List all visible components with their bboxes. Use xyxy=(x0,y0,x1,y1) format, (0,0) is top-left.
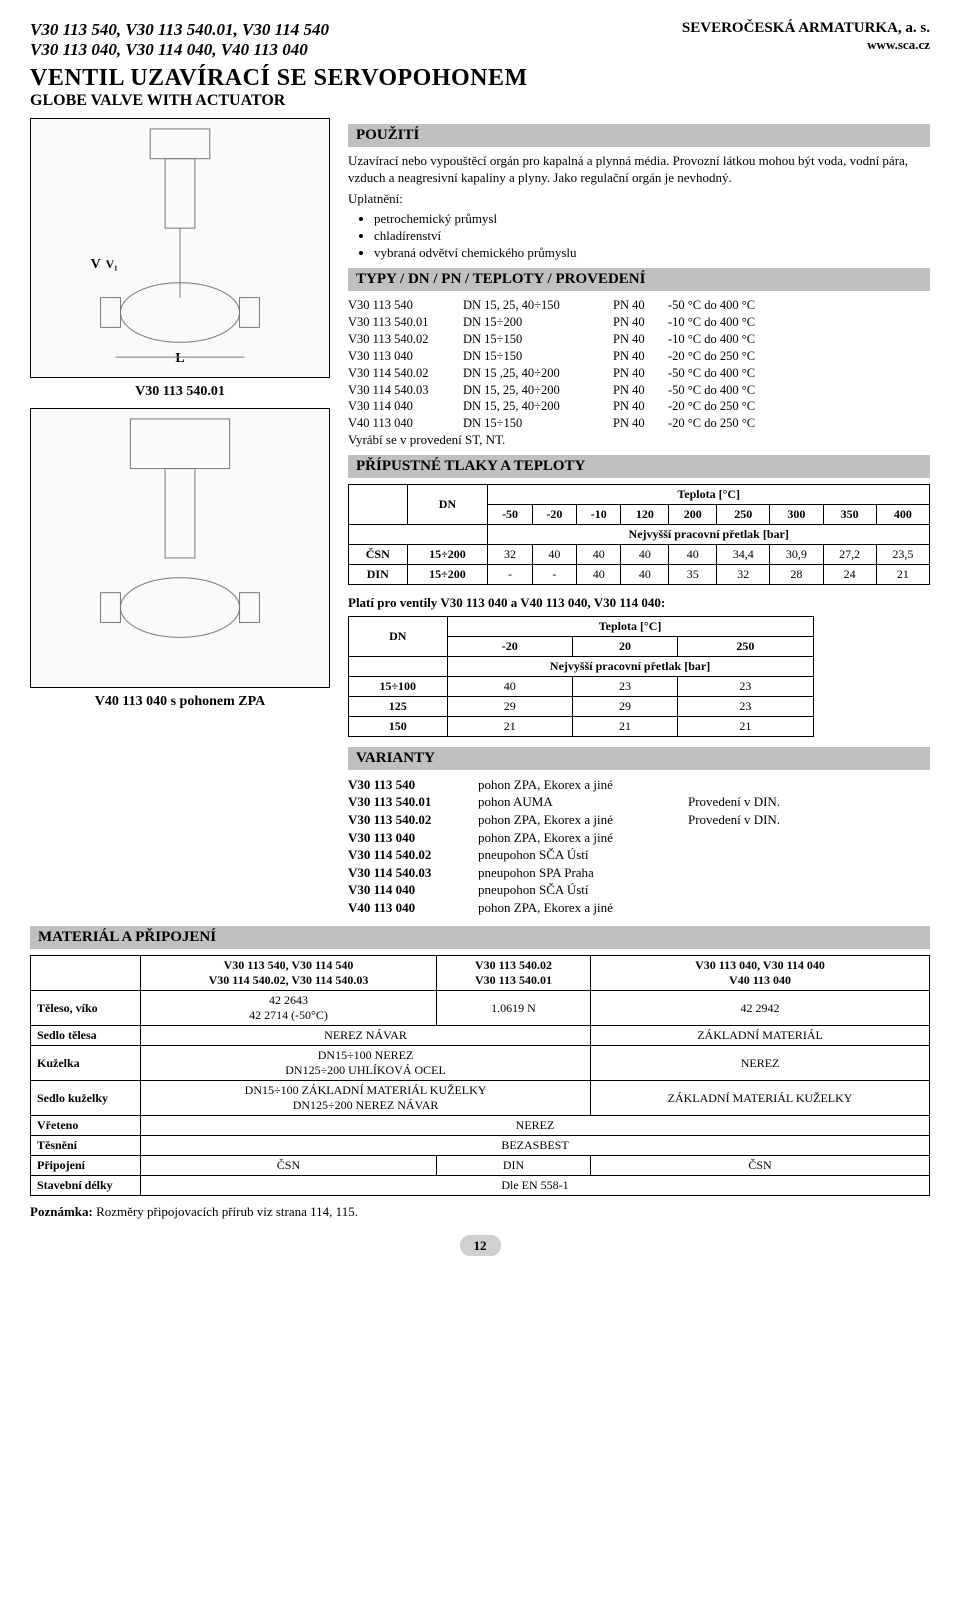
variant-row: V40 113 040pohon ZPA, Ekorex a jiné xyxy=(348,899,930,917)
section-pouziti: POUŽITÍ xyxy=(348,124,930,147)
typy-row: V30 113 540.01DN 15÷200PN 40-10 °C do 40… xyxy=(348,314,930,331)
variant-row: V30 114 540.03pneupohon SPA Praha xyxy=(348,864,930,882)
header-row: V30 113 540, V30 113 540.01, V30 114 540… xyxy=(30,20,930,61)
material-table: V30 113 540, V30 114 540V30 114 540.02, … xyxy=(30,955,930,1196)
section-typy: TYPY / DN / PN / TEPLOTY / PROVEDENÍ xyxy=(348,268,930,291)
title-sub: GLOBE VALVE WITH ACTUATOR xyxy=(30,92,930,110)
typy-row: V30 114 540.02DN 15 ,25, 40÷200PN 40-50 … xyxy=(348,365,930,382)
typy-row: V30 113 040DN 15÷150PN 40-20 °C do 250 °… xyxy=(348,348,930,365)
uplatneni-list: petrochemický průmyslchladírenstvívybran… xyxy=(374,211,930,262)
footnote-text: Rozměry připojovacích přírub viz strana … xyxy=(93,1204,358,1219)
title-main: VENTIL UZAVÍRACÍ SE SERVOPOHONEM xyxy=(30,65,930,92)
section-tlaky: PŘÍPUSTNÉ TLAKY A TEPLOTY xyxy=(348,455,930,478)
footnote: Poznámka: Rozměry připojovacích přírub v… xyxy=(30,1204,930,1220)
drawing-1: V V₁ L xyxy=(30,118,330,378)
svg-text:V₁: V₁ xyxy=(106,257,119,271)
pressure-table-1: DNTeplota [°C]-50-20-1012020025030035040… xyxy=(348,484,930,585)
variant-row: V30 113 540pohon ZPA, Ekorex a jiné xyxy=(348,776,930,794)
variant-row: V30 113 540.02pohon ZPA, Ekorex a jinéPr… xyxy=(348,811,930,829)
codes-line1: V30 113 540, V30 113 540.01, V30 114 540 xyxy=(30,20,329,40)
drawing-2 xyxy=(30,408,330,688)
header-company: SEVEROČESKÁ ARMATURKA, a. s. www.sca.cz xyxy=(682,20,930,61)
uplatneni-item: petrochemický průmysl xyxy=(374,211,930,228)
variant-row: V30 113 540.01pohon AUMAProvedení v DIN. xyxy=(348,793,930,811)
section-material: MATERIÁL A PŘIPOJENÍ xyxy=(30,926,930,949)
caption-1: V30 113 540.01 xyxy=(30,384,330,400)
variant-row: V30 113 040pohon ZPA, Ekorex a jiné xyxy=(348,829,930,847)
page-number-value: 12 xyxy=(460,1235,501,1256)
tbl1-note: Platí pro ventily V30 113 040 a V40 113 … xyxy=(348,595,930,612)
pouziti-text: Uzavírací nebo vypouštěcí orgán pro kapa… xyxy=(348,153,930,187)
typy-row: V30 113 540DN 15, 25, 40÷150PN 40-50 °C … xyxy=(348,297,930,314)
company-name: SEVEROČESKÁ ARMATURKA, a. s. xyxy=(682,20,930,37)
typy-note: Vyrábí se v provedení ST, NT. xyxy=(348,432,930,449)
footnote-label: Poznámka: xyxy=(30,1204,93,1219)
page-number: 12 xyxy=(30,1238,930,1254)
caption-2: V40 113 040 s pohonem ZPA xyxy=(30,694,330,710)
uplatneni-item: vybraná odvětví chemického průmyslu xyxy=(374,245,930,262)
typy-row: V30 114 040DN 15, 25, 40÷200PN 40-20 °C … xyxy=(348,398,930,415)
typy-row: V30 113 540.02DN 15÷150PN 40-10 °C do 40… xyxy=(348,331,930,348)
variant-row: V30 114 040pneupohon SČA Ústí xyxy=(348,881,930,899)
typy-row: V30 114 540.03DN 15, 25, 40÷200PN 40-50 … xyxy=(348,382,930,399)
section-varianty: VARIANTY xyxy=(348,747,930,770)
company-web: www.sca.cz xyxy=(682,37,930,53)
typy-row: V40 113 040DN 15÷150PN 40-20 °C do 250 °… xyxy=(348,415,930,432)
variant-row: V30 114 540.02pneupohon SČA Ústí xyxy=(348,846,930,864)
uplatneni-item: chladírenství xyxy=(374,228,930,245)
svg-text:V: V xyxy=(91,257,101,272)
variant-rows: V30 113 540pohon ZPA, Ekorex a jinéV30 1… xyxy=(348,776,930,916)
svg-text:L: L xyxy=(175,351,184,366)
uplatneni-label: Uplatnění: xyxy=(348,191,930,208)
typy-rows: V30 113 540DN 15, 25, 40÷150PN 40-50 °C … xyxy=(348,297,930,432)
pressure-table-2: DNTeplota [°C]-2020250Nejvyšší pracovní … xyxy=(348,616,814,737)
header-codes: V30 113 540, V30 113 540.01, V30 114 540… xyxy=(30,20,329,61)
codes-line2: V30 113 040, V30 114 040, V40 113 040 xyxy=(30,40,329,60)
